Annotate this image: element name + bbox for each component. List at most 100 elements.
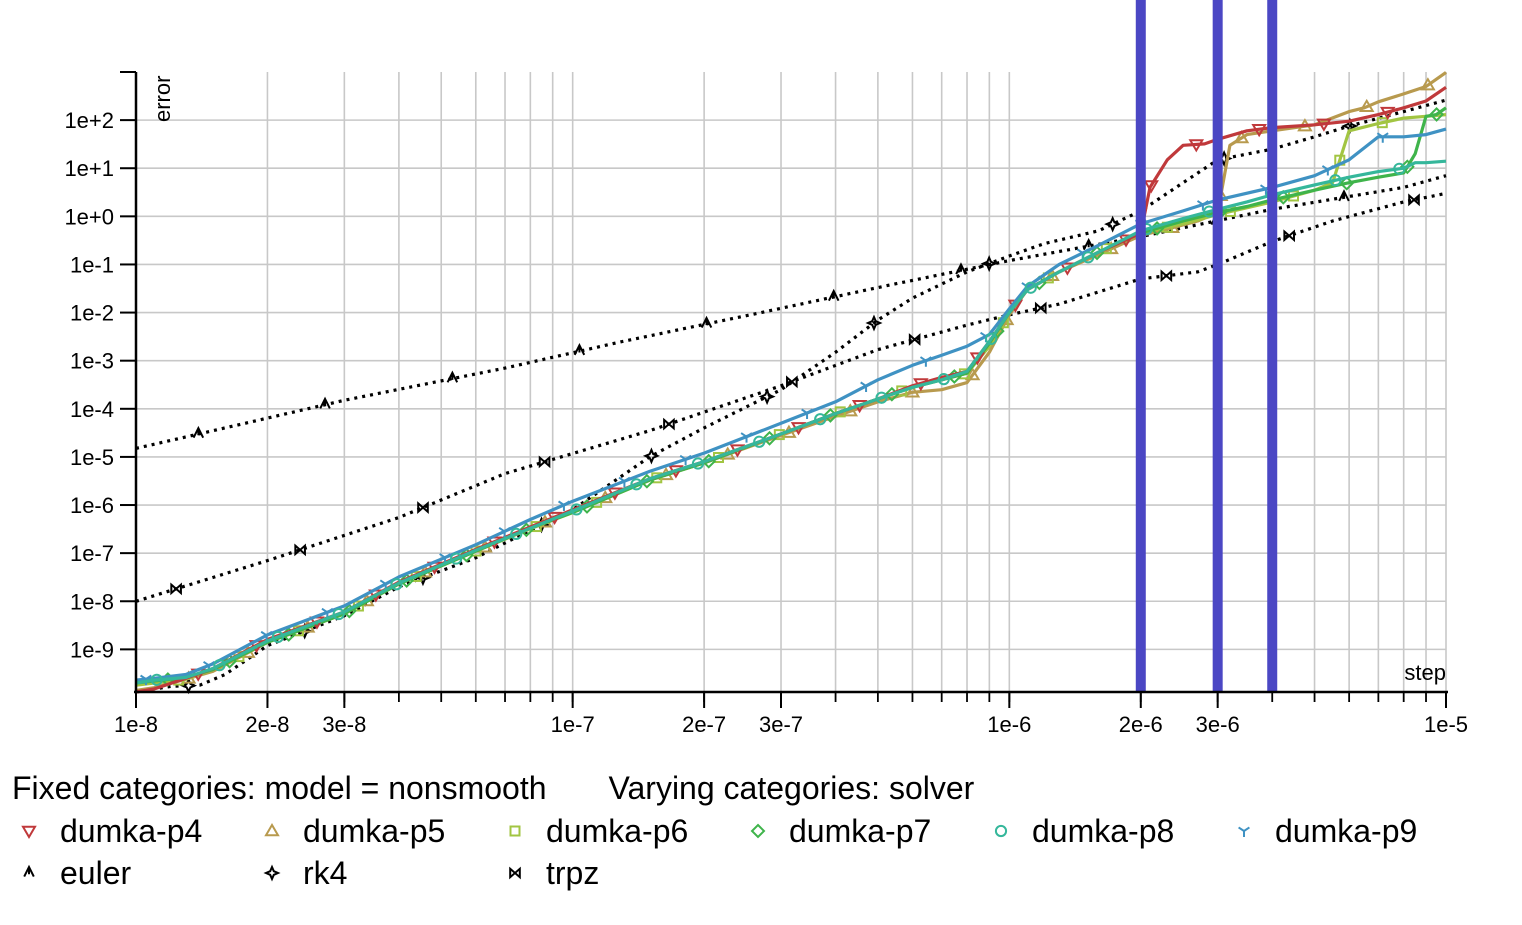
series-marker xyxy=(1376,117,1388,129)
x-tick-label: 1e-7 xyxy=(551,712,595,737)
vertical-markers xyxy=(1135,0,1278,692)
y-tick-label: 1e-4 xyxy=(70,397,114,422)
series-marker xyxy=(994,824,1008,838)
series-marker xyxy=(691,457,705,470)
series-marker xyxy=(446,370,459,383)
legend-rows: dumka-p4 dumka-p5 dumka-p6 dumka-p7 dumka-p8… xyxy=(12,810,1512,894)
series-marker xyxy=(618,476,631,488)
vertical-marker-bar xyxy=(1135,0,1146,692)
series-marker xyxy=(390,578,403,591)
series-marker xyxy=(1251,124,1267,138)
series-marker xyxy=(1420,77,1436,91)
x-axis-label: step xyxy=(1404,660,1446,685)
series-line-rk4 xyxy=(135,98,1447,694)
legend-label: euler xyxy=(60,854,132,891)
series-marker xyxy=(865,314,883,332)
series-marker xyxy=(573,343,586,356)
series-marker xyxy=(1316,118,1332,132)
x-tick-label: 1e-6 xyxy=(987,712,1031,737)
legend-item-trpz: trpz xyxy=(498,852,599,894)
legend: Fixed categories: model = nonsmooth Varyi… xyxy=(12,766,1512,894)
y-tick-label: 1e-5 xyxy=(70,445,114,470)
series-marker xyxy=(814,413,827,426)
y-tick-label: 1e-7 xyxy=(70,541,114,566)
y-tick-label: 1e-6 xyxy=(70,493,114,518)
series-marker xyxy=(642,447,660,465)
y-tick-label: 1e-2 xyxy=(70,301,114,326)
series-marker xyxy=(538,455,551,469)
series-marker xyxy=(1082,237,1095,251)
series-marker xyxy=(1376,132,1389,143)
series-marker xyxy=(1238,826,1250,837)
y-tick-label: 1e-9 xyxy=(70,637,114,662)
legend-marker-icon xyxy=(1238,826,1250,837)
series-marker xyxy=(860,381,873,392)
series-marker xyxy=(150,673,163,686)
legend-item-euler: euler xyxy=(12,852,131,894)
series-marker xyxy=(23,864,35,878)
legend-item-dumka-p6: dumka-p6 xyxy=(498,810,688,852)
x-tick-label: 3e-6 xyxy=(1196,712,1240,737)
series-marker xyxy=(498,526,511,538)
series-marker xyxy=(271,630,284,644)
legend-marker-icon xyxy=(263,864,281,882)
legend-label: rk4 xyxy=(303,854,348,891)
x-tick-label: 2e-7 xyxy=(682,712,726,737)
series-marker xyxy=(1188,139,1205,153)
series-dumka-p8 xyxy=(135,159,1447,686)
x-tick-label: 2e-8 xyxy=(245,712,289,737)
series-marker xyxy=(1429,106,1445,122)
series-marker xyxy=(264,823,280,837)
legend-marker-icon xyxy=(264,823,280,837)
series-marker xyxy=(1339,175,1355,191)
series-marker xyxy=(1196,200,1209,211)
series-marker xyxy=(700,315,713,329)
y-axis-label: error xyxy=(150,76,175,122)
series-marker xyxy=(1024,281,1037,294)
series-marker xyxy=(1321,165,1334,176)
series-marker xyxy=(1082,251,1095,264)
legend-item-dumka-p5: dumka-p5 xyxy=(255,810,445,852)
y-tick-label: 1e+0 xyxy=(64,204,114,229)
series-marker xyxy=(908,333,921,346)
series-marker xyxy=(750,823,766,839)
series-marker xyxy=(1329,174,1342,187)
series-marker xyxy=(1283,229,1295,243)
series-marker xyxy=(1104,215,1122,233)
series-marker xyxy=(969,352,986,366)
series-marker xyxy=(1143,180,1159,194)
y-tick-label: 1e-1 xyxy=(70,252,114,277)
series-marker xyxy=(663,417,675,431)
legend-marker-icon xyxy=(23,864,35,878)
series-dumka-p7 xyxy=(135,106,1447,687)
legend-marker-icon xyxy=(21,825,37,839)
series-marker xyxy=(319,396,331,409)
series-marker xyxy=(332,607,345,621)
legend-label: dumka-p9 xyxy=(1275,812,1418,849)
y-tick-label: 1e+1 xyxy=(64,156,114,181)
legend-item-rk4: rk4 xyxy=(255,852,347,894)
series-line-dumka-p8 xyxy=(135,159,1447,685)
series-line-dumka-p9 xyxy=(135,127,1447,682)
series-marker xyxy=(1034,301,1047,315)
legend-label: dumka-p7 xyxy=(789,812,932,849)
series-marker xyxy=(753,435,766,448)
series-marker xyxy=(510,527,523,540)
series-marker xyxy=(192,425,205,439)
legend-label: dumka-p8 xyxy=(1032,812,1175,849)
series-marker xyxy=(980,255,998,273)
series-marker xyxy=(758,388,776,406)
legend-row: euler rk4 trpz xyxy=(12,852,1512,894)
series-marker xyxy=(937,373,950,386)
series-marker xyxy=(21,825,37,839)
y-tick-label: 1e+2 xyxy=(64,108,114,133)
chart-plot: 1e+2 1e+1 1e+0 1e-1 1e-2 1e-3 1e-4 1e-5 1e-6 1e-7… xyxy=(64,0,1468,737)
legend-marker-icon xyxy=(994,824,1008,838)
legend-label: dumka-p5 xyxy=(303,812,446,849)
series-marker xyxy=(557,500,570,511)
y-tick-label: 1e-8 xyxy=(70,589,114,614)
axes: 1e+2 1e+1 1e+0 1e-1 1e-2 1e-3 1e-4 1e-5 1e-6 1e-7… xyxy=(64,71,1468,737)
series-marker xyxy=(417,501,429,514)
series-marker xyxy=(740,432,753,443)
series-marker xyxy=(450,552,463,565)
